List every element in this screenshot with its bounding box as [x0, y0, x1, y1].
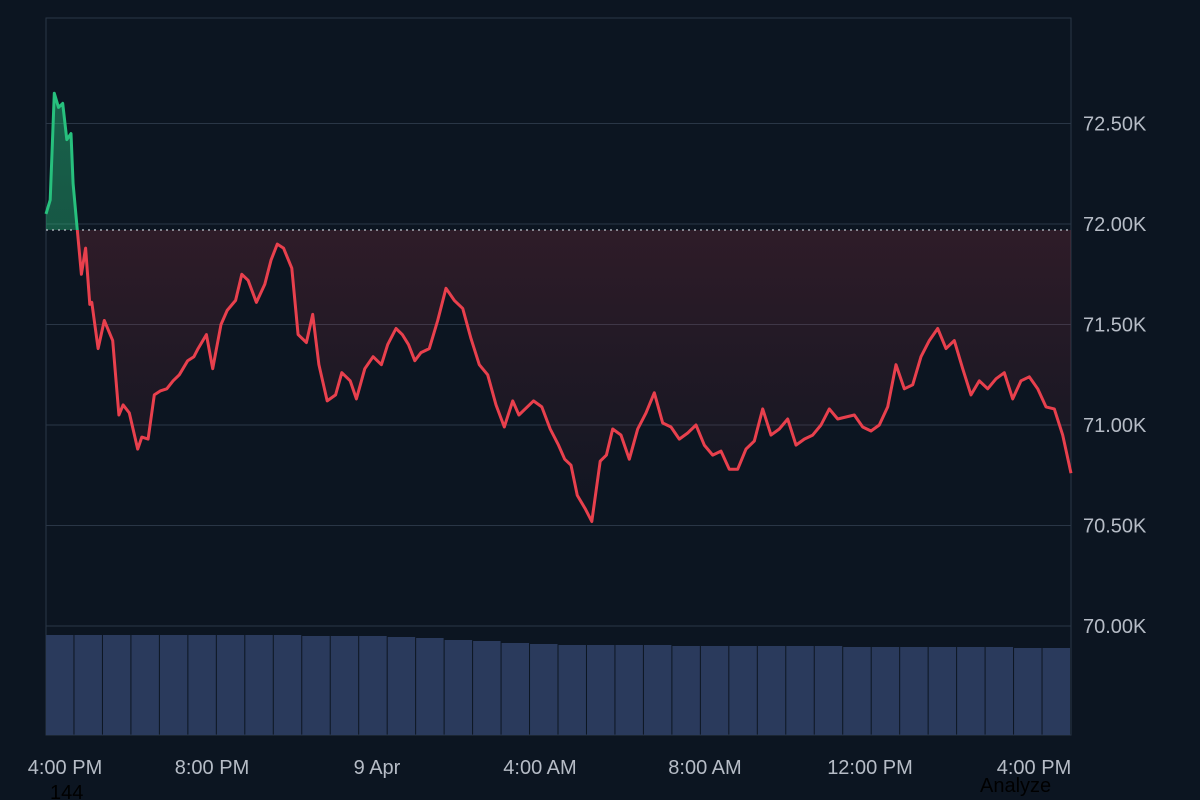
volume-bar	[530, 644, 558, 735]
volume-bar	[473, 641, 501, 735]
volume-bar	[700, 646, 729, 735]
y-axis-labels: 72.50K 72.00K 71.50K 71.00K 70.50K 70.00K	[1083, 114, 1147, 639]
volume-bar	[1014, 648, 1042, 735]
volume-bar	[74, 635, 102, 735]
volume-bar	[672, 646, 700, 735]
volume-bar	[1042, 648, 1070, 735]
y-tick-label: 70.00K	[1083, 616, 1147, 638]
volume-bar	[444, 640, 473, 735]
volume-bar	[928, 647, 957, 735]
price-line-down	[75, 230, 1073, 523]
volume-bar	[188, 635, 216, 735]
volume-bar	[387, 637, 416, 735]
volume-bars	[46, 635, 1070, 735]
volume-bar	[843, 647, 871, 735]
volume-bar	[957, 647, 985, 735]
volume-bar	[245, 635, 273, 735]
analyze-button[interactable]: Analyze	[980, 775, 1052, 797]
y-tick-label: 72.50K	[1083, 114, 1147, 136]
y-tick-label: 71.00K	[1083, 415, 1147, 437]
volume-bar	[416, 638, 444, 735]
y-tick-label: 71.50K	[1083, 315, 1147, 337]
x-tick-label: 12:00 PM	[827, 757, 913, 779]
volume-bar	[814, 646, 843, 735]
volume-bar	[216, 635, 245, 735]
x-axis-labels: 4:00 PM 8:00 PM 9 Apr 4:00 AM 8:00 AM 12:00 P…	[28, 757, 1071, 779]
volume-bar	[131, 635, 159, 735]
volume-bar	[558, 645, 586, 735]
x-tick-label: 9 Apr	[354, 757, 401, 779]
volume-bar	[643, 645, 672, 735]
volume-bar	[615, 645, 643, 735]
x-tick-label: 4:00 AM	[503, 757, 576, 779]
x-tick-label: 4:00 PM	[997, 757, 1071, 779]
volume-bar	[302, 636, 330, 735]
volume-bar	[273, 635, 302, 735]
volume-bar	[757, 646, 786, 735]
volume-bar	[501, 643, 530, 735]
volume-bar	[159, 635, 188, 735]
volume-bar	[900, 647, 928, 735]
price-line	[44, 91, 1073, 523]
volume-bar	[330, 636, 359, 735]
volume-bar	[359, 636, 387, 735]
volume-bar	[985, 647, 1014, 735]
y-tick-label: 72.00K	[1083, 214, 1147, 236]
volume-bar	[729, 646, 757, 735]
price-area-below-baseline	[46, 230, 1071, 522]
volume-value-label: 144	[50, 782, 84, 804]
x-tick-label: 8:00 AM	[668, 757, 741, 779]
volume-bar	[871, 647, 900, 735]
volume-bar	[586, 645, 615, 735]
volume-bar	[102, 635, 131, 735]
x-tick-label: 8:00 PM	[175, 757, 249, 779]
volume-bar	[786, 646, 814, 735]
x-tick-label: 4:00 PM	[28, 757, 102, 779]
volume-bar	[46, 635, 74, 735]
y-tick-label: 70.50K	[1083, 516, 1147, 538]
